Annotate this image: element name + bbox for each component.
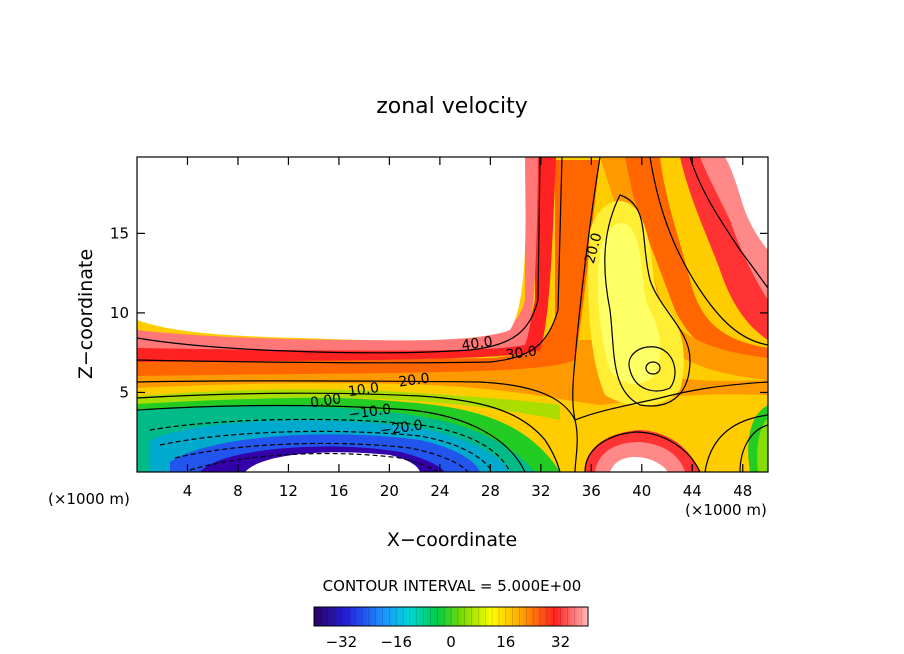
x-unit-left: (×1000 m) bbox=[48, 490, 130, 508]
x-tick-label: 16 bbox=[329, 482, 348, 500]
y-tick-label: 10 bbox=[110, 304, 129, 322]
y-axis: 5 10 15 bbox=[110, 224, 768, 401]
chart-title: zonal velocity bbox=[376, 94, 528, 119]
contour-label: −20.0 bbox=[379, 417, 424, 439]
y-tick-label: 15 bbox=[110, 224, 129, 242]
x-tick-label: 36 bbox=[582, 482, 601, 500]
x-tick-label: 28 bbox=[481, 482, 500, 500]
y-axis-label: Z−coordinate bbox=[75, 249, 97, 379]
contour-label: 20.0 bbox=[398, 370, 431, 390]
colorbar-tick-label: −16 bbox=[380, 633, 412, 651]
contour-label: 30.0 bbox=[505, 343, 538, 363]
x-axis-label: X−coordinate bbox=[387, 529, 517, 551]
contour-field bbox=[137, 157, 768, 472]
x-tick-label: 32 bbox=[531, 482, 550, 500]
contour-label: 40.0 bbox=[461, 334, 494, 354]
x-axis: 4 8 12 16 20 24 28 32 36 40 44 48 bbox=[183, 157, 752, 500]
contour-interval-label: CONTOUR INTERVAL = 5.000E+00 bbox=[323, 577, 582, 595]
contour-label: 20.0 bbox=[582, 231, 606, 265]
y-tick-label: 5 bbox=[119, 383, 129, 401]
colorbar-tick-label: 32 bbox=[551, 633, 570, 651]
contour-label: −10.0 bbox=[348, 401, 393, 423]
x-unit-right: (×1000 m) bbox=[685, 501, 767, 519]
colorbar-tick-label: 16 bbox=[496, 633, 515, 651]
x-tick-label: 12 bbox=[279, 482, 298, 500]
x-tick-label: 24 bbox=[430, 482, 449, 500]
colorbar-ticks: −32 −16 0 16 32 bbox=[326, 633, 571, 651]
x-tick-label: 4 bbox=[183, 482, 193, 500]
contour-label: 0.00 bbox=[309, 391, 342, 411]
x-tick-label: 40 bbox=[632, 482, 651, 500]
contour-labels: 40.0 30.0 20.0 20.0 10.00.00 −10.0−20.0 bbox=[309, 231, 605, 439]
x-tick-label: 48 bbox=[733, 482, 752, 500]
colorbar-tick-label: 0 bbox=[446, 633, 456, 651]
x-tick-label: 20 bbox=[380, 482, 399, 500]
x-tick-label: 44 bbox=[683, 482, 702, 500]
contour-label: 10.0 bbox=[347, 380, 380, 400]
x-tick-label: 8 bbox=[233, 482, 243, 500]
colorbar bbox=[313, 606, 589, 627]
plot-frame bbox=[136, 156, 769, 473]
colorbar-tick-label: −32 bbox=[326, 633, 358, 651]
colorbar-stripes bbox=[313, 607, 589, 626]
